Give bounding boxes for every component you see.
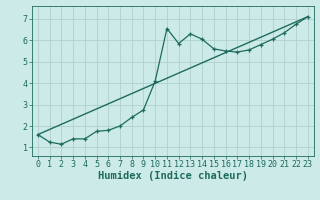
- X-axis label: Humidex (Indice chaleur): Humidex (Indice chaleur): [98, 171, 248, 181]
